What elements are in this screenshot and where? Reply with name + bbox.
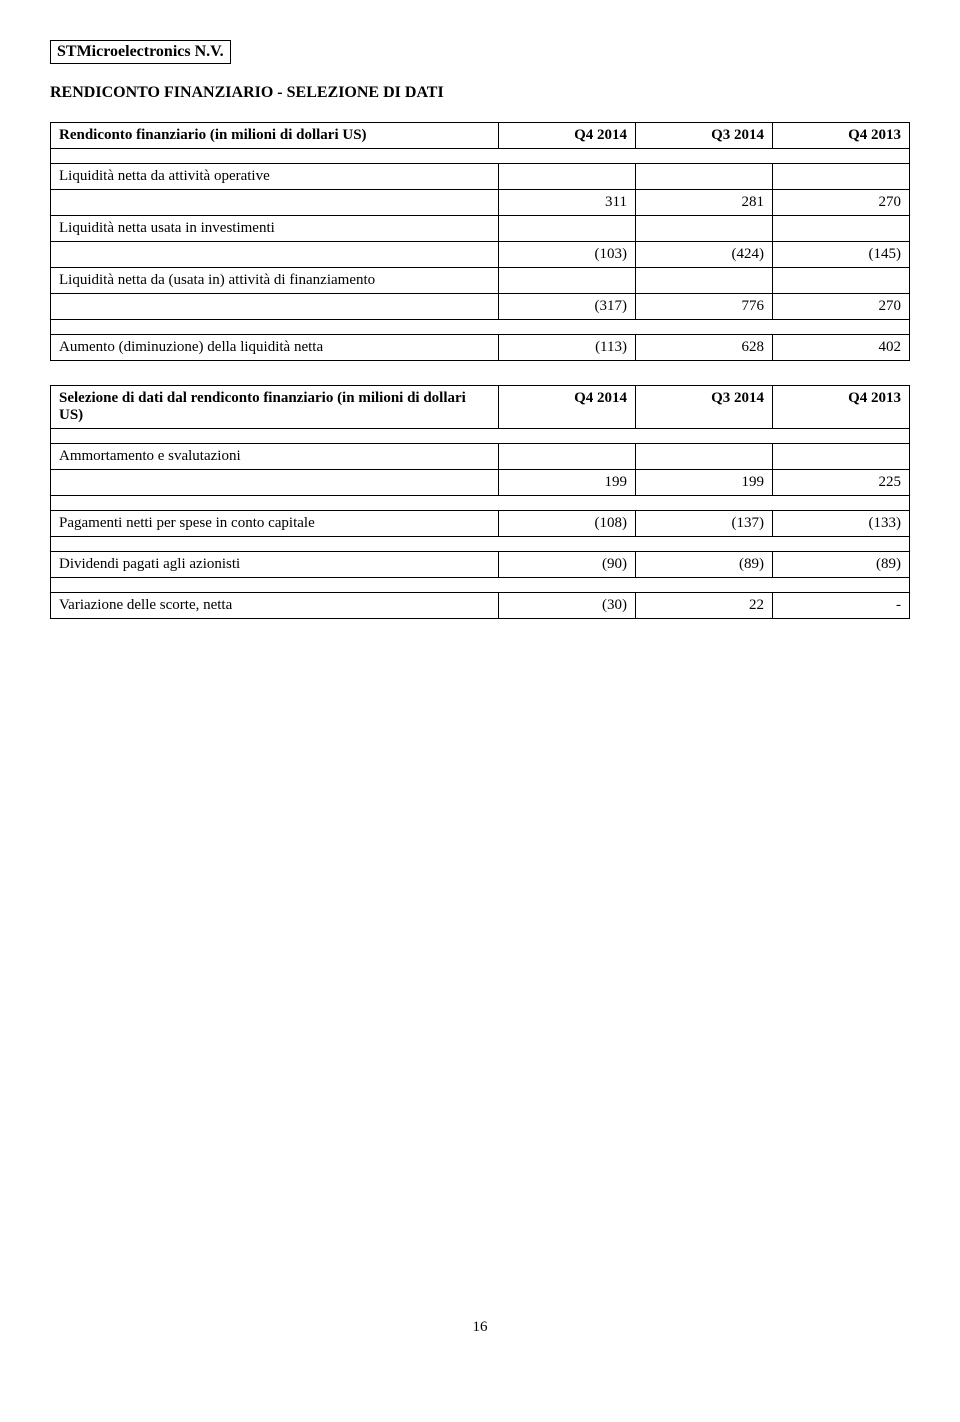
cell: (133) <box>773 511 910 537</box>
cell: 199 <box>636 470 773 496</box>
row-label: Pagamenti netti per spese in conto capit… <box>51 511 499 537</box>
cell <box>499 164 636 190</box>
header-col: Q4 2014 <box>499 123 636 149</box>
row-label: Ammortamento e svalutazioni <box>51 444 499 470</box>
cell: (103) <box>499 242 636 268</box>
header-col: Q4 2014 <box>499 386 636 429</box>
cell: - <box>773 593 910 619</box>
table-row: Dividendi pagati agli azionisti (90) (89… <box>51 552 910 578</box>
table-row: Liquidità netta da (usata in) attività d… <box>51 268 910 294</box>
cell: 776 <box>636 294 773 320</box>
company-title: STMicroelectronics N.V. <box>50 40 231 64</box>
table-row: 199 199 225 <box>51 470 910 496</box>
cell: (424) <box>636 242 773 268</box>
page-number: 16 <box>50 1319 910 1336</box>
header-col: Q3 2014 <box>636 386 773 429</box>
cashflow-table: Rendiconto finanziario (in milioni di do… <box>50 122 910 361</box>
cell: 402 <box>773 335 910 361</box>
header-col: Q4 2013 <box>773 386 910 429</box>
cell: (90) <box>499 552 636 578</box>
cell: (145) <box>773 242 910 268</box>
header-col: Q4 2013 <box>773 123 910 149</box>
cell <box>773 268 910 294</box>
cell: 22 <box>636 593 773 619</box>
row-label: Aumento (diminuzione) della liquidità ne… <box>51 335 499 361</box>
header-col: Q3 2014 <box>636 123 773 149</box>
table-row: Liquidità netta usata in investimenti <box>51 216 910 242</box>
row-label: Liquidità netta da (usata in) attività d… <box>51 268 499 294</box>
table-row: Pagamenti netti per spese in conto capit… <box>51 511 910 537</box>
cell: (89) <box>773 552 910 578</box>
cell: (137) <box>636 511 773 537</box>
spacer-row <box>51 537 910 552</box>
cell <box>499 444 636 470</box>
cell <box>773 444 910 470</box>
cell <box>773 216 910 242</box>
cell <box>636 216 773 242</box>
table-row: Liquidità netta da attività operative <box>51 164 910 190</box>
table-row: Variazione delle scorte, netta (30) 22 - <box>51 593 910 619</box>
selected-data-table: Selezione di dati dal rendiconto finanzi… <box>50 385 910 619</box>
cell: 628 <box>636 335 773 361</box>
cell <box>636 268 773 294</box>
row-label <box>51 242 499 268</box>
row-label <box>51 190 499 216</box>
cell: (30) <box>499 593 636 619</box>
summary-row: Aumento (diminuzione) della liquidità ne… <box>51 335 910 361</box>
cell: (317) <box>499 294 636 320</box>
cell <box>773 164 910 190</box>
section-title: RENDICONTO FINANZIARIO - SELEZIONE DI DA… <box>50 84 910 102</box>
cell: 199 <box>499 470 636 496</box>
cell: 311 <box>499 190 636 216</box>
row-label: Variazione delle scorte, netta <box>51 593 499 619</box>
table-row: (317) 776 270 <box>51 294 910 320</box>
cell: (108) <box>499 511 636 537</box>
cell: 225 <box>773 470 910 496</box>
table-row: Ammortamento e svalutazioni <box>51 444 910 470</box>
header-label: Selezione di dati dal rendiconto finanzi… <box>51 386 499 429</box>
row-label <box>51 294 499 320</box>
row-label <box>51 470 499 496</box>
cell <box>636 444 773 470</box>
row-label: Liquidità netta da attività operative <box>51 164 499 190</box>
table-row: 311 281 270 <box>51 190 910 216</box>
cell <box>499 268 636 294</box>
header-label: Rendiconto finanziario (in milioni di do… <box>51 123 499 149</box>
cell: (113) <box>499 335 636 361</box>
cell: (89) <box>636 552 773 578</box>
table-row: (103) (424) (145) <box>51 242 910 268</box>
table-header-row: Selezione di dati dal rendiconto finanzi… <box>51 386 910 429</box>
spacer-row <box>51 149 910 164</box>
spacer-row <box>51 496 910 511</box>
spacer-row <box>51 578 910 593</box>
row-label: Liquidità netta usata in investimenti <box>51 216 499 242</box>
cell <box>636 164 773 190</box>
spacer-row <box>51 320 910 335</box>
cell <box>499 216 636 242</box>
cell: 270 <box>773 294 910 320</box>
row-label: Dividendi pagati agli azionisti <box>51 552 499 578</box>
spacer-row <box>51 429 910 444</box>
cell: 270 <box>773 190 910 216</box>
table-header-row: Rendiconto finanziario (in milioni di do… <box>51 123 910 149</box>
cell: 281 <box>636 190 773 216</box>
